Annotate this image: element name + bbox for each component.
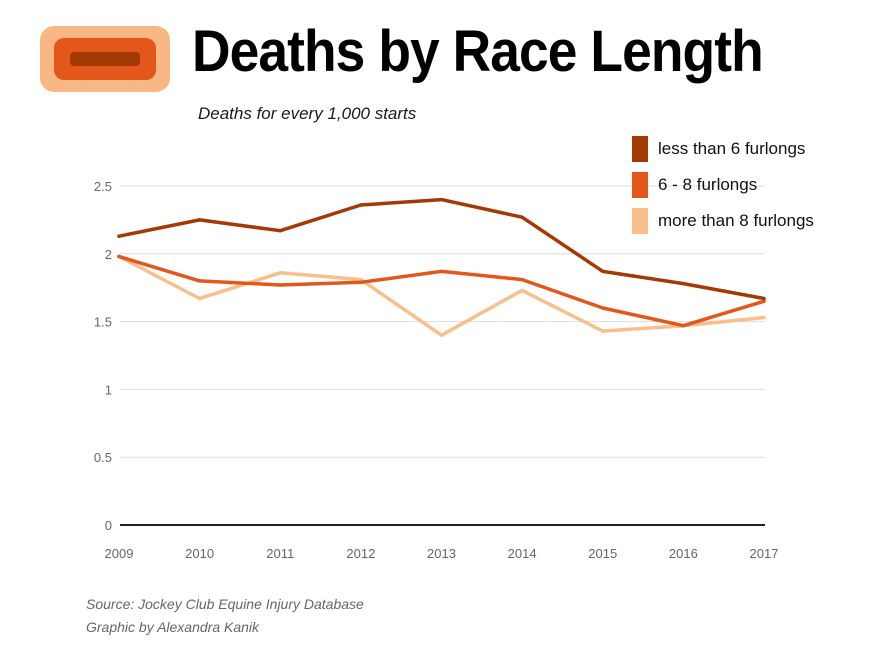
series-lines — [117, 197, 766, 337]
data-point — [197, 296, 202, 301]
x-tick-label: 2011 — [266, 546, 294, 561]
legend-label: less than 6 furlongs — [658, 139, 806, 158]
chart-title: Deaths by Race Length — [192, 19, 764, 84]
logo-icon — [40, 26, 170, 92]
data-point — [197, 279, 202, 283]
data-point — [520, 277, 524, 282]
legend-swatch — [632, 172, 648, 198]
data-point — [601, 269, 605, 274]
data-point — [520, 288, 524, 293]
logo-mid-shape — [54, 38, 156, 80]
x-axis-ticks: 2009 2010 2011 2012 2013 2014 2015 2016 2017 — [105, 546, 779, 561]
data-point — [601, 306, 605, 310]
x-tick-label: 2012 — [346, 546, 375, 561]
data-point — [762, 315, 766, 320]
data-point — [681, 281, 686, 286]
data-point — [762, 296, 766, 301]
credit-note: Graphic by Alexandra Kanik — [86, 619, 260, 635]
data-point — [520, 215, 524, 219]
y-tick-label: 1.5 — [94, 315, 112, 330]
legend-label: 6 - 8 furlongs — [658, 175, 758, 194]
data-point — [359, 203, 363, 207]
data-point — [439, 197, 444, 202]
data-point — [439, 269, 444, 274]
y-tick-label: 2.5 — [94, 179, 112, 194]
x-tick-label: 2016 — [669, 546, 698, 561]
source-note: Source: Jockey Club Equine Injury Databa… — [86, 596, 364, 612]
data-point — [359, 277, 363, 282]
data-point — [439, 333, 444, 337]
data-point — [278, 229, 282, 233]
data-point — [278, 271, 282, 275]
data-point — [117, 234, 121, 238]
legend-swatch — [632, 208, 648, 234]
data-point — [117, 254, 121, 259]
y-tick-label: 0.5 — [94, 450, 112, 465]
data-point — [197, 218, 202, 222]
data-point — [359, 280, 363, 284]
series-line-1 — [117, 254, 766, 328]
y-tick-label: 0 — [105, 518, 112, 533]
x-tick-label: 2014 — [508, 546, 537, 561]
x-tick-label: 2017 — [750, 546, 779, 561]
y-tick-label: 2 — [105, 247, 112, 262]
data-point — [278, 283, 282, 287]
x-tick-label: 2010 — [185, 546, 214, 561]
data-point — [762, 299, 766, 303]
logo-inner-shape — [70, 52, 140, 66]
data-point — [681, 323, 686, 328]
chart-subtitle: Deaths for every 1,000 starts — [198, 104, 417, 123]
x-tick-label: 2013 — [427, 546, 456, 561]
legend-swatch — [632, 136, 648, 162]
grid-lines — [120, 185, 765, 526]
x-tick-label: 2009 — [105, 546, 134, 561]
y-tick-label: 1 — [105, 382, 112, 397]
legend-label: more than 8 furlongs — [658, 211, 814, 230]
x-tick-label: 2015 — [588, 546, 617, 561]
y-axis-ticks: 0 0.5 1 1.5 2 2.5 — [94, 179, 112, 533]
data-point — [601, 329, 605, 333]
